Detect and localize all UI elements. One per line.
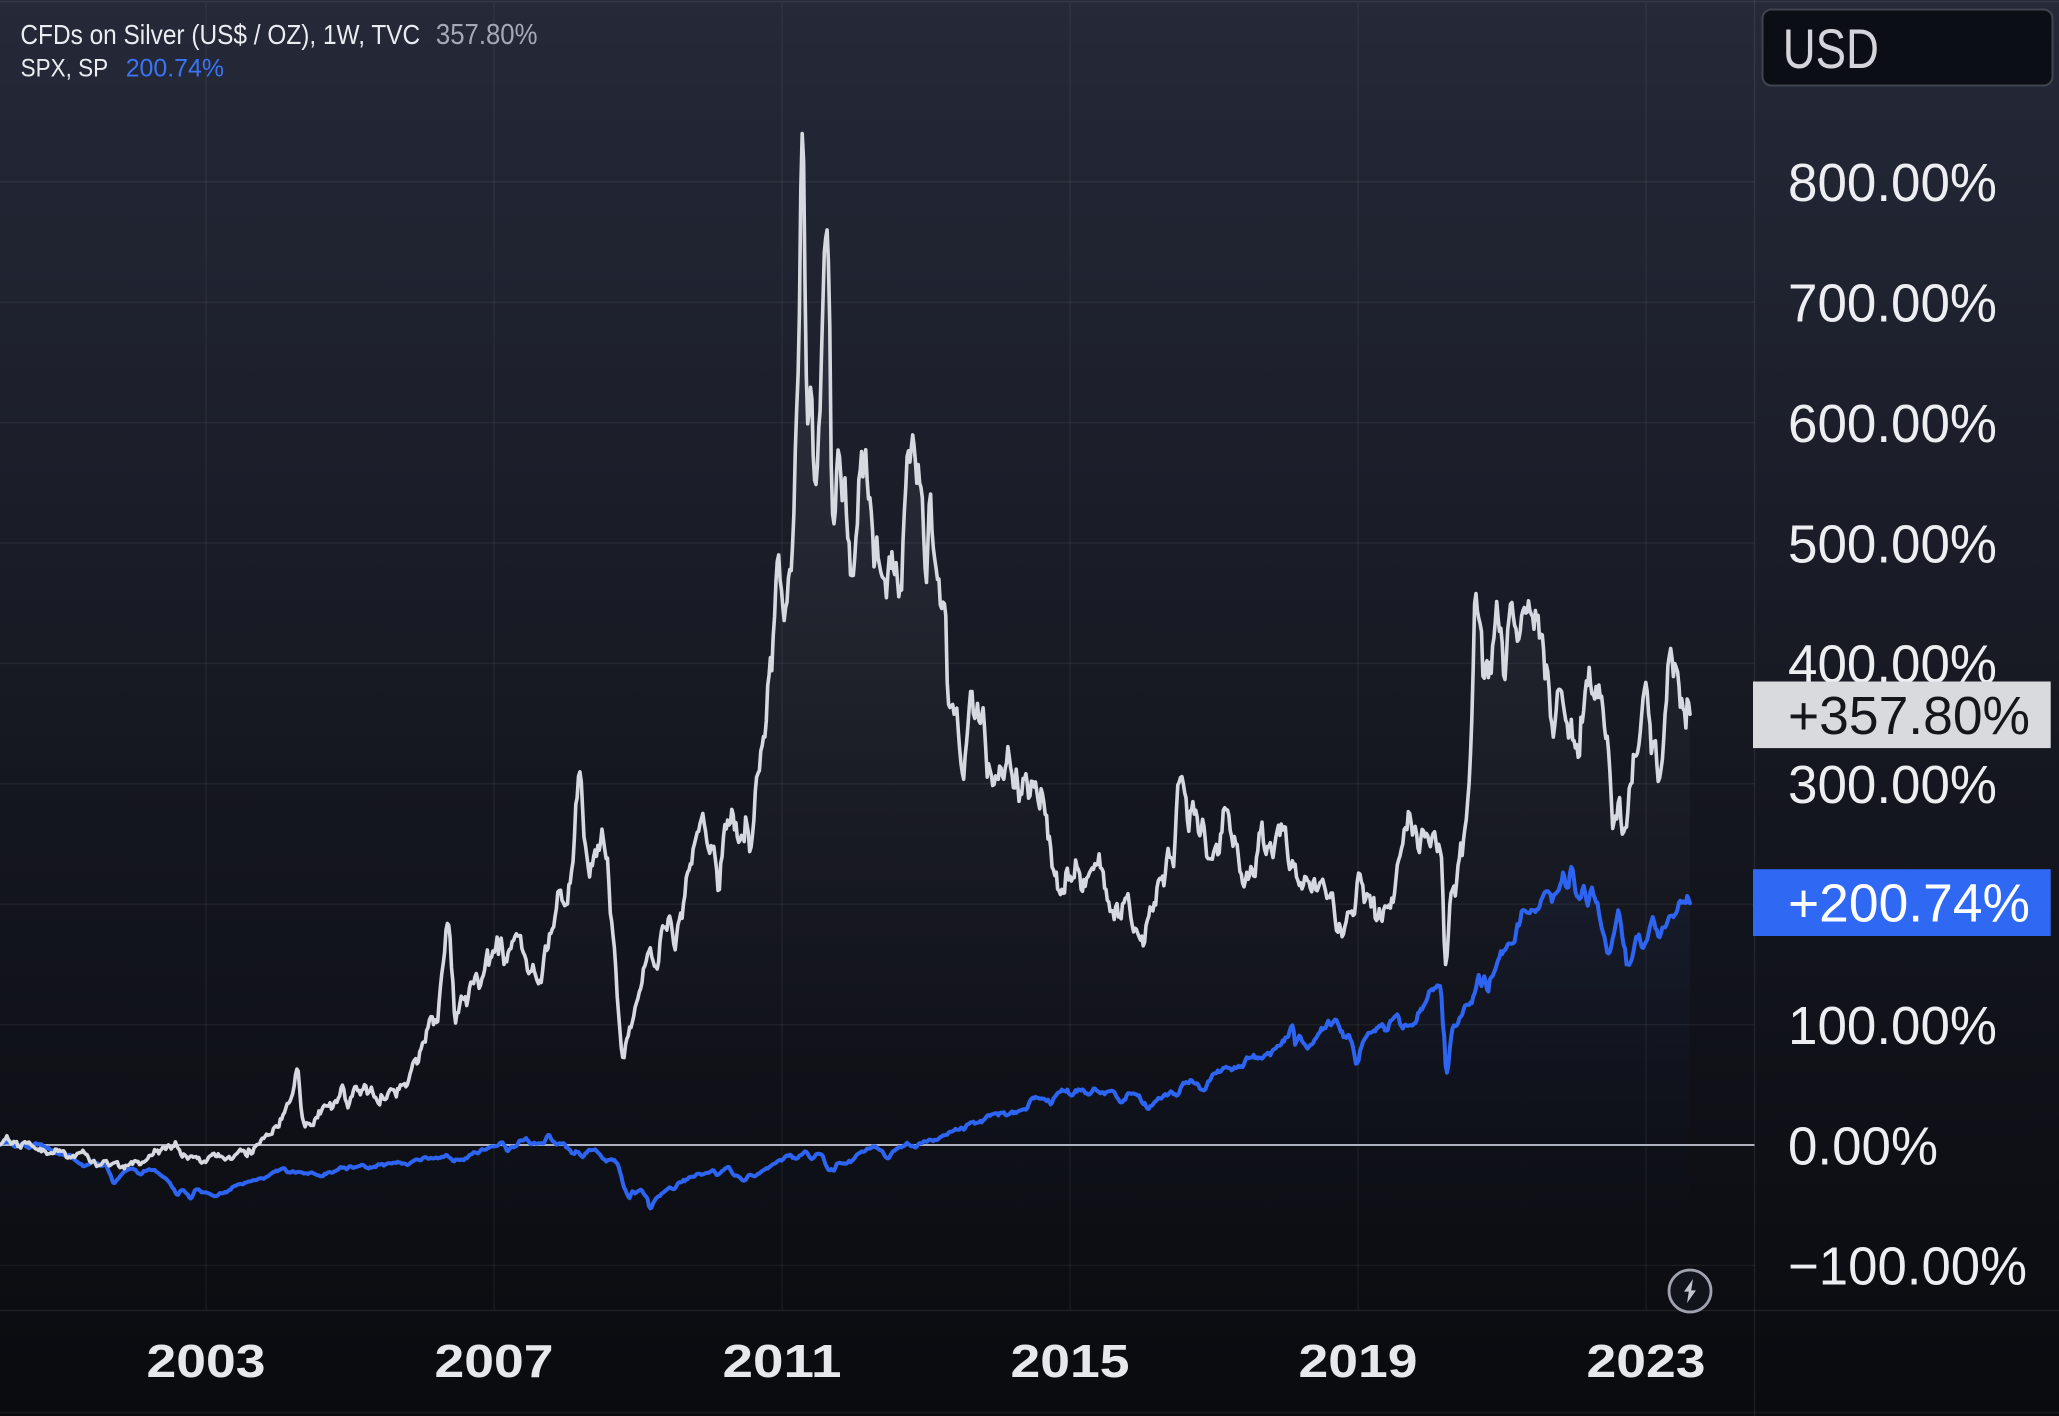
svg-text:+200.74%: +200.74%: [1788, 874, 2030, 934]
svg-text:200.74%: 200.74%: [126, 54, 224, 82]
svg-text:500.00%: 500.00%: [1788, 514, 1997, 574]
svg-text:100.00%: 100.00%: [1788, 996, 1997, 1056]
svg-text:0.00%: 0.00%: [1788, 1116, 1938, 1176]
svg-text:2011: 2011: [723, 1335, 842, 1387]
svg-text:2019: 2019: [1299, 1335, 1418, 1387]
svg-text:357.80%: 357.80%: [436, 19, 538, 51]
svg-text:−100.00%: −100.00%: [1788, 1237, 2027, 1297]
svg-text:2003: 2003: [147, 1335, 266, 1387]
svg-text:2007: 2007: [435, 1335, 554, 1387]
svg-text:+357.80%: +357.80%: [1788, 686, 2030, 746]
svg-text:USD: USD: [1783, 17, 1879, 80]
svg-text:700.00%: 700.00%: [1788, 274, 1997, 334]
svg-text:SPX, SP: SPX, SP: [21, 54, 109, 82]
svg-text:2015: 2015: [1011, 1335, 1130, 1387]
svg-text:CFDs on Silver (US$ / OZ), 1W,: CFDs on Silver (US$ / OZ), 1W, TVC: [20, 19, 420, 50]
svg-text:800.00%: 800.00%: [1788, 153, 1997, 213]
svg-text:2023: 2023: [1587, 1335, 1706, 1387]
svg-text:600.00%: 600.00%: [1788, 394, 1997, 454]
svg-text:300.00%: 300.00%: [1788, 755, 1997, 815]
